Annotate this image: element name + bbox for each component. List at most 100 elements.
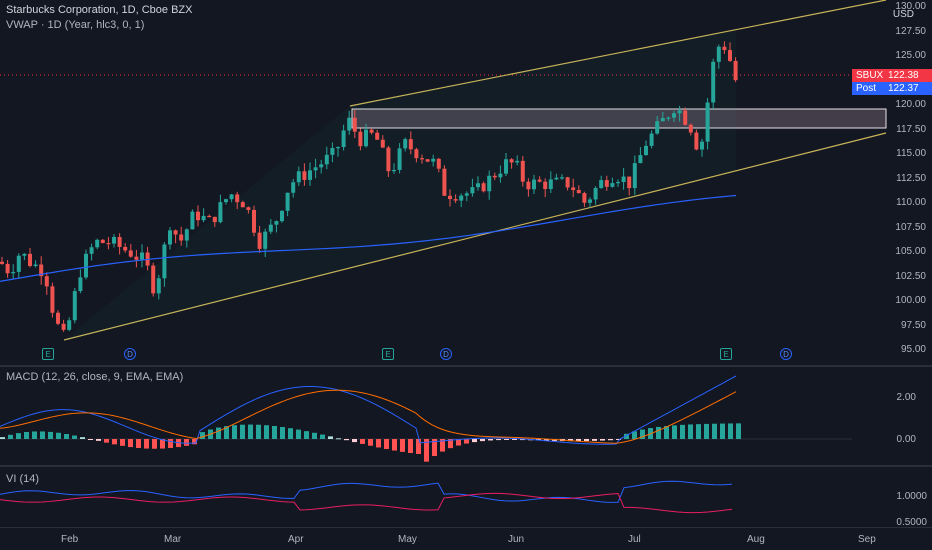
price-tick-label: 100.00	[895, 295, 926, 306]
candle-body	[95, 239, 100, 248]
time-axis-border	[0, 527, 932, 528]
macd-histogram-bar	[408, 439, 413, 454]
price-tick-label: 115.00	[896, 148, 926, 159]
macd-histogram-bar	[120, 439, 125, 446]
macd-histogram-bar	[136, 439, 141, 448]
macd-histogram-bar	[696, 424, 701, 439]
macd-histogram-bar	[680, 424, 685, 439]
candle-body	[168, 230, 172, 245]
month-label: Feb	[61, 534, 79, 545]
macd-histogram-bar	[592, 439, 597, 441]
candle-body	[532, 179, 536, 190]
earnings-event-icon[interactable]: E	[382, 348, 394, 360]
macd-histogram-bar	[216, 427, 221, 439]
channel-upper-line	[349, 0, 887, 107]
price-pane[interactable]: Starbucks Corporation, 1D, Cboe BZX VWAP…	[0, 0, 932, 365]
dividend-event-icon[interactable]: D	[780, 348, 792, 360]
vi-tick: 0.5000	[896, 517, 927, 528]
candle-body	[537, 179, 542, 182]
chart-legend: Starbucks Corporation, 1D, Cboe BZX VWAP…	[6, 4, 192, 31]
pane-separator[interactable]	[0, 365, 932, 367]
candle-body	[319, 164, 324, 168]
macd-histogram-bar	[56, 432, 61, 439]
candle-body	[134, 256, 139, 260]
candle-body	[5, 263, 10, 274]
macd-histogram-bar	[72, 435, 77, 439]
candle-body	[72, 291, 77, 321]
macd-histogram-bar	[24, 432, 29, 439]
candle-body	[336, 147, 340, 149]
macd-histogram-bar	[280, 426, 285, 439]
candle-body	[560, 177, 564, 179]
candle-body	[420, 158, 424, 160]
macd-histogram-bar	[736, 423, 741, 439]
candle-body	[218, 202, 223, 223]
candle-body	[638, 155, 643, 164]
price-chart[interactable]	[0, 0, 932, 365]
vi-chart[interactable]	[0, 467, 932, 527]
macd-histogram-bar	[192, 439, 197, 445]
candle-body	[246, 207, 251, 210]
macd-histogram-bar	[48, 431, 53, 439]
symbol-title: Starbucks Corporation, 1D, Cboe BZX	[6, 4, 193, 16]
macd-histogram-bar	[480, 439, 485, 442]
candle-body	[11, 271, 16, 274]
macd-histogram-bar	[640, 429, 645, 439]
candle-body	[520, 160, 525, 182]
macd-chart[interactable]	[0, 367, 932, 465]
candle-body	[313, 167, 318, 171]
candle-body	[666, 117, 671, 119]
earnings-event-icon[interactable]: E	[42, 348, 54, 360]
macd-histogram-bar	[32, 431, 37, 439]
macd-histogram-bar	[168, 439, 173, 448]
post-tag-value: 122.37	[888, 83, 919, 94]
candle-body	[229, 194, 234, 200]
macd-histogram-bar	[152, 439, 157, 449]
candle-body	[280, 210, 284, 222]
candle-body	[291, 182, 296, 193]
resistance-zone	[351, 108, 887, 129]
candle-body	[235, 194, 240, 203]
candle-body	[173, 230, 178, 235]
earnings-event-icon[interactable]: E	[720, 348, 732, 360]
candle-body	[196, 211, 200, 221]
macd-histogram-bar	[200, 432, 205, 439]
candle-body	[621, 176, 626, 183]
dividend-event-icon[interactable]: D	[124, 348, 136, 360]
candle-body	[403, 139, 408, 149]
candle-body	[425, 159, 430, 162]
macd-pane[interactable]: MACD (12, 26, close, 9, EMA, EMA) 2.00 0…	[0, 367, 932, 465]
macd-histogram-bar	[264, 425, 269, 439]
macd-histogram-bar	[288, 428, 293, 439]
candle-body	[100, 239, 105, 243]
candle-body	[576, 189, 581, 194]
macd-histogram-bar	[248, 424, 253, 439]
candle-body	[677, 110, 682, 114]
month-label: May	[398, 534, 417, 545]
macd-histogram-bar	[432, 439, 437, 457]
candle-body	[722, 46, 727, 51]
candle-body	[28, 253, 32, 266]
price-tick-label: 107.50	[895, 221, 926, 233]
pane-separator[interactable]	[0, 465, 932, 467]
candle-body	[285, 192, 290, 211]
candle-body	[39, 264, 44, 277]
candle-body	[33, 264, 38, 266]
price-tick-label: 110.00	[896, 197, 926, 208]
candle-body	[268, 224, 273, 232]
macd-histogram-bar	[448, 439, 453, 449]
candle-body	[504, 159, 508, 174]
candle-body	[240, 202, 245, 208]
month-label: Jun	[508, 534, 525, 545]
vi-pane[interactable]: VI (14) 1.0000 0.5000	[0, 467, 932, 528]
macd-histogram-bar	[96, 439, 101, 441]
candle-body	[207, 215, 212, 218]
dividend-event-icon[interactable]: D	[440, 348, 452, 360]
candle-body	[610, 183, 615, 187]
price-tick-label: 105.00	[895, 246, 926, 257]
candle-body	[386, 147, 391, 172]
candle-body	[212, 216, 217, 223]
macd-tick: 2.00	[896, 392, 916, 403]
signal-line	[0, 389, 737, 444]
candle-body	[201, 215, 206, 221]
